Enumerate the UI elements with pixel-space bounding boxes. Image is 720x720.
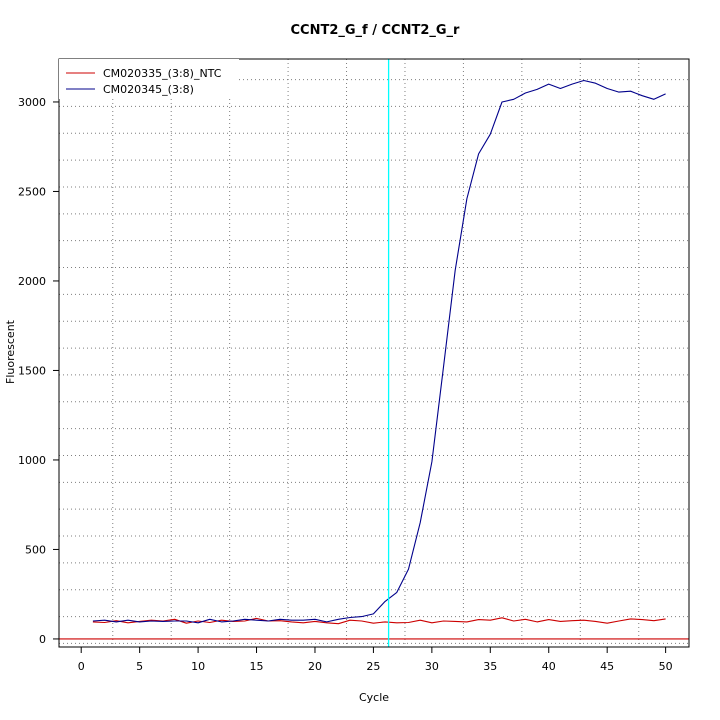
x-tick-label: 20 (308, 660, 322, 673)
legend-box (59, 59, 239, 99)
x-tick-label: 30 (425, 660, 439, 673)
series-lines (92, 79, 666, 625)
y-tick-label: 1000 (18, 454, 46, 467)
legend-label-2: CM020345_(3:8) (103, 83, 194, 96)
y-tick-label: 1500 (18, 364, 46, 377)
y-tick-label: 500 (25, 543, 46, 556)
x-tick-label: 15 (250, 660, 264, 673)
x-tick-label: 50 (659, 660, 673, 673)
x-tick-label: 35 (483, 660, 497, 673)
grid-lines (59, 59, 689, 647)
overlay-lines (59, 59, 689, 647)
y-tick-label: 0 (39, 633, 46, 646)
y-tick-label: 2500 (18, 185, 46, 198)
y-axis: 0 500 1000 1500 2000 2500 3000 (18, 96, 60, 646)
x-axis-label: Cycle (359, 691, 389, 704)
x-axis: 0 5 10 15 20 25 30 35 40 45 50 (78, 646, 673, 673)
x-tick-label: 10 (191, 660, 205, 673)
legend: CM020335_(3:8)_NTC CM020345_(3:8) (59, 59, 239, 99)
y-axis-label: Fluorescent (4, 319, 17, 384)
x-tick-label: 25 (366, 660, 380, 673)
chart-title: CCNT2_G_f / CCNT2_G_r (291, 23, 461, 38)
x-tick-label: 0 (78, 660, 85, 673)
legend-label-1: CM020335_(3:8)_NTC (103, 67, 222, 80)
y-tick-label: 3000 (18, 96, 46, 109)
x-tick-label: 5 (136, 660, 143, 673)
series-line-2 (92, 79, 666, 624)
series-line-1 (92, 617, 666, 625)
x-tick-label: 40 (542, 660, 556, 673)
plot-frame (58, 58, 690, 648)
y-tick-label: 2000 (18, 275, 46, 288)
x-tick-label: 45 (600, 660, 614, 673)
